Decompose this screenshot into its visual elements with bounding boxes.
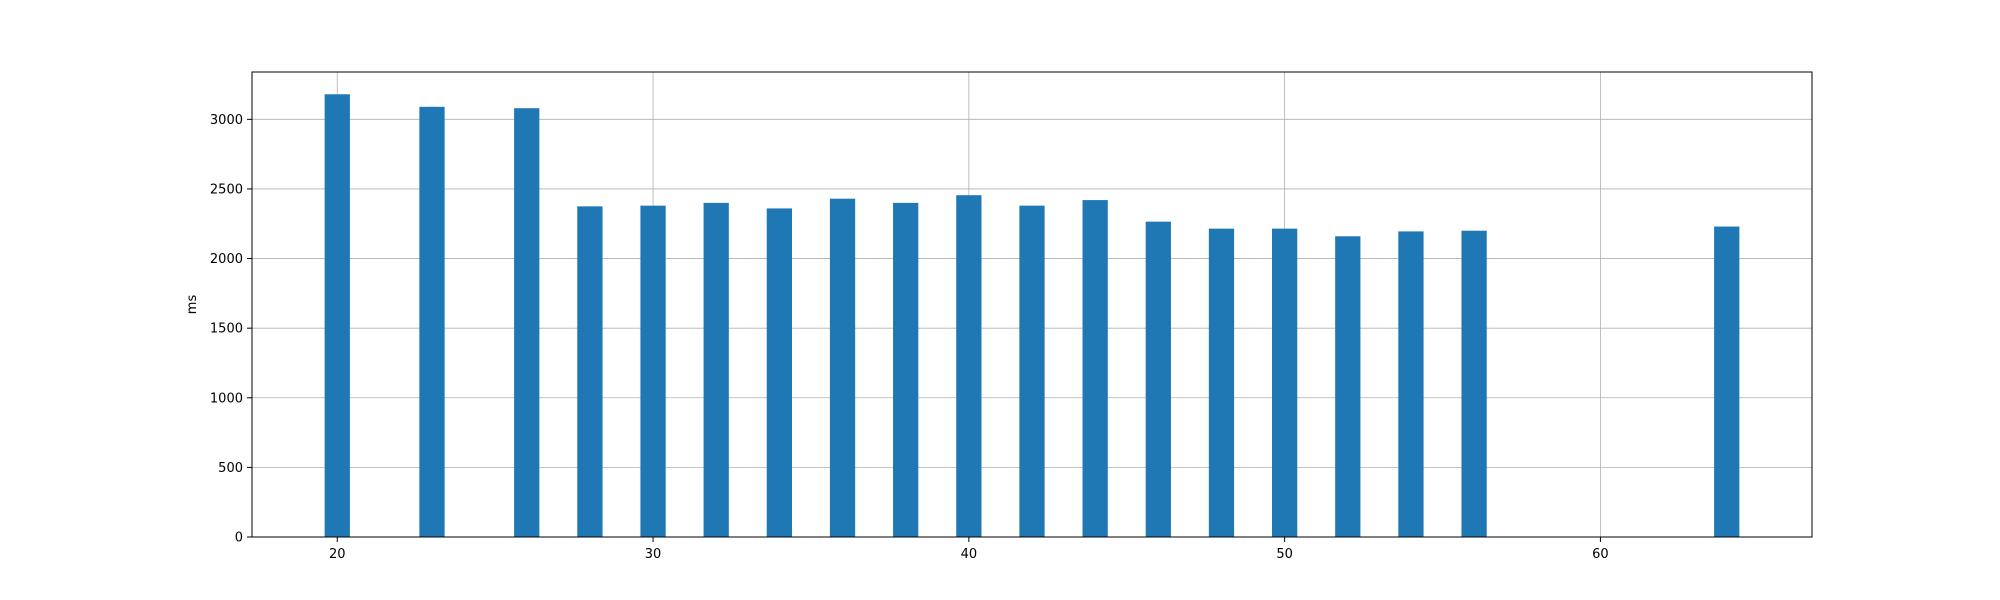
bar-46 bbox=[1145, 221, 1171, 537]
y-axis-ticks: 0 500 1000 1500 2000 2500 3000 bbox=[210, 113, 252, 546]
bar-38 bbox=[893, 202, 919, 537]
bar-48 bbox=[1208, 228, 1235, 537]
y-tick-label-2500: 2500 bbox=[210, 182, 243, 197]
bar-54 bbox=[1398, 231, 1424, 537]
bar-50 bbox=[1272, 228, 1298, 537]
x-tick-label-60: 60 bbox=[1592, 547, 1609, 562]
y-tick-label-2000: 2000 bbox=[210, 252, 243, 267]
bar-20 bbox=[324, 94, 350, 537]
y-tick-label-1500: 1500 bbox=[210, 322, 243, 337]
y-tick-label-0: 0 bbox=[235, 531, 243, 546]
x-tick-label-20: 20 bbox=[329, 547, 346, 562]
bar-34 bbox=[766, 208, 792, 537]
bars bbox=[324, 94, 1740, 538]
bar-26 bbox=[514, 108, 540, 537]
bar-56 bbox=[1461, 230, 1487, 537]
bar-64 bbox=[1714, 226, 1740, 537]
bar-30 bbox=[640, 205, 666, 537]
y-axis-label: ms bbox=[185, 295, 200, 315]
bar-23 bbox=[419, 106, 445, 537]
bar-28 bbox=[577, 206, 603, 537]
y-tick-label-3000: 3000 bbox=[210, 113, 243, 128]
x-tick-label-50: 50 bbox=[1276, 547, 1293, 562]
bar-32 bbox=[703, 202, 729, 537]
x-tick-label-40: 40 bbox=[961, 547, 978, 562]
plot-frame bbox=[251, 71, 1813, 538]
bar-44 bbox=[1082, 200, 1108, 537]
bar-36 bbox=[829, 198, 856, 537]
bar-52 bbox=[1335, 236, 1361, 537]
y-tick-label-1000: 1000 bbox=[210, 391, 243, 406]
x-tick-label-30: 30 bbox=[645, 547, 662, 562]
bar-40 bbox=[956, 195, 982, 538]
y-tick-label-500: 500 bbox=[218, 461, 243, 476]
x-axis-ticks: 20 30 40 50 60 bbox=[329, 537, 1609, 562]
bar-42 bbox=[1019, 205, 1045, 537]
